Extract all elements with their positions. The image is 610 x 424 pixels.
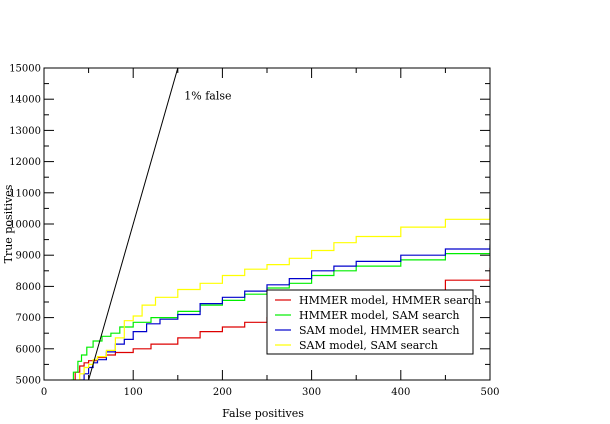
x-tick-label: 400 <box>391 387 410 398</box>
series-line-4 <box>75 213 490 380</box>
legend-label: SAM model, SAM search <box>299 339 438 352</box>
y-tick-label: 8000 <box>16 282 41 293</box>
x-tick-label: 200 <box>213 387 232 398</box>
legend-label: HMMER model, SAM search <box>299 309 460 322</box>
legend-label: SAM model, HMMER search <box>299 324 460 337</box>
legend-label: HMMER model, HMMER search <box>299 294 481 307</box>
reference-line-1pct <box>88 68 179 380</box>
x-tick-label: 0 <box>41 387 47 398</box>
legend-item: HMMER model, HMMER search <box>275 294 481 307</box>
legend: HMMER model, HMMER search HMMER model, SA… <box>266 289 481 355</box>
series-line-3 <box>79 244 490 380</box>
x-tick-labels: 0 100 200 300 400 500 <box>41 387 500 398</box>
legend-items: HMMER model, HMMER search HMMER model, SA… <box>275 294 481 352</box>
y-tick-label: 12000 <box>9 157 41 168</box>
y-tick-label: 7000 <box>16 313 41 324</box>
x-axis-title: False positives <box>222 407 304 420</box>
y-tick-label: 11000 <box>9 188 41 199</box>
legend-box <box>266 289 474 355</box>
y-tick-label: 5000 <box>16 376 41 387</box>
y-tick-labels: 5000 6000 7000 8000 9000 10000 11000 12000 13000… <box>9 64 41 387</box>
y-tick-label: 15000 <box>9 64 41 75</box>
legend-item: SAM model, HMMER search <box>275 324 460 337</box>
x-tick-label: 100 <box>124 387 143 398</box>
axis-ticks <box>43 67 491 381</box>
y-tick-label: 13000 <box>9 126 41 137</box>
y-axis-title: True positives <box>2 184 15 263</box>
y-tick-label: 10000 <box>9 220 41 231</box>
y-tick-label: 9000 <box>16 251 41 262</box>
annotation-1pct-false: 1% false <box>184 90 231 103</box>
legend-item: SAM model, SAM search <box>275 339 438 352</box>
y-tick-label: 6000 <box>16 344 41 355</box>
x-tick-label: 300 <box>302 387 321 398</box>
series-line-2 <box>70 245 490 380</box>
legend-item: HMMER model, SAM search <box>275 309 460 322</box>
x-tick-label: 500 <box>480 387 499 398</box>
y-tick-label: 14000 <box>9 95 41 106</box>
